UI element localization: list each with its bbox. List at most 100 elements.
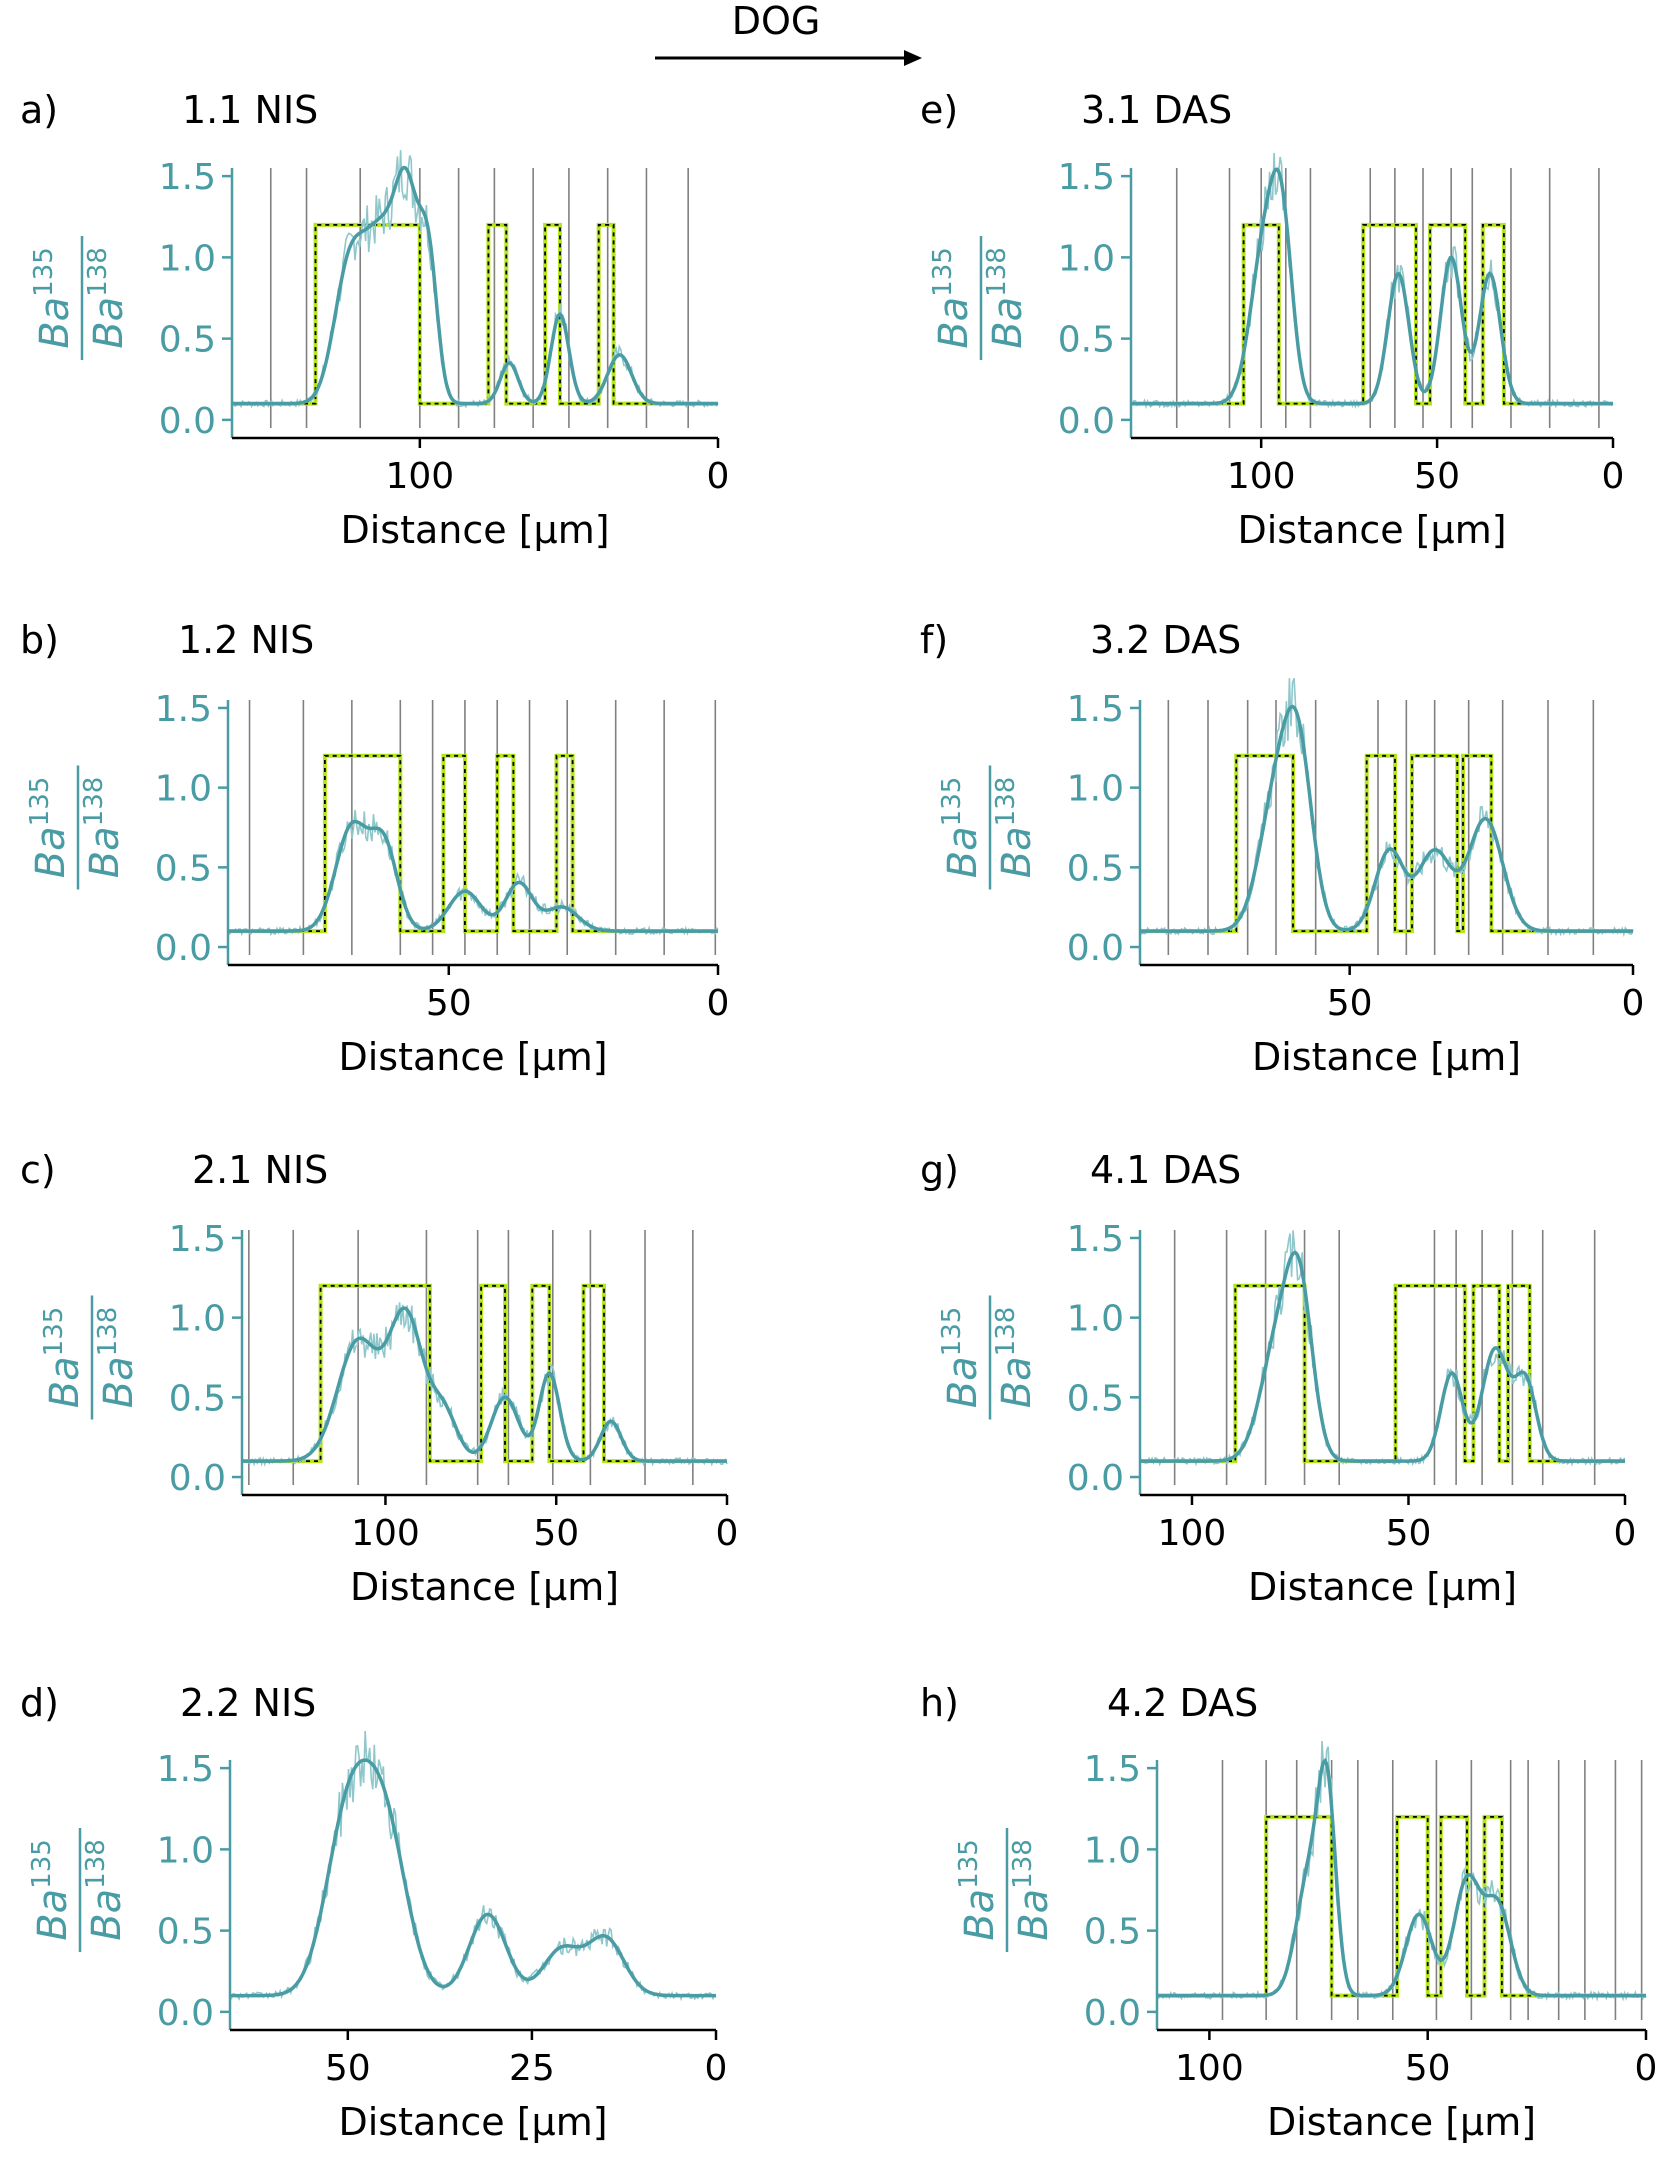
panel-label: b) (20, 618, 59, 662)
panel-d: d) 2.2 NIS 0.0 0.5 1.0 1.5 50 25 0 Distance [μm] B… (20, 1681, 727, 2144)
signal-smoothed-line (230, 1758, 716, 1998)
model-step-line (1157, 1814, 1646, 1998)
x-tick-label: 50 (533, 1513, 579, 1554)
x-tick-label: 0 (1635, 2048, 1658, 2089)
signal-smoothed-line (1131, 167, 1613, 406)
y-label-numerator: Ba135 (27, 1839, 76, 1941)
panel-title: 4.2 DAS (1107, 1681, 1258, 1725)
model-step-line (228, 753, 718, 934)
signal-smoothed-line (232, 165, 718, 406)
x-tick-label: 50 (1405, 2048, 1451, 2089)
panel-title: 2.2 NIS (180, 1681, 316, 1725)
panels: a) 1.1 NIS 0.0 0.5 1.0 1.5 100 0 Distance [μm] Ba… (20, 88, 1657, 2144)
panel-title: 3.1 DAS (1081, 88, 1232, 132)
y-label-numerator: Ba135 (29, 247, 78, 349)
y-tick-label: 1.0 (1067, 769, 1124, 810)
model-step-line (242, 1283, 727, 1464)
dog-arrow: DOG (655, 0, 922, 66)
x-axis-label: Distance [μm] (1267, 2100, 1536, 2144)
x-tick-label: 25 (509, 2048, 555, 2089)
panel-title: 3.2 DAS (1090, 618, 1241, 662)
y-label-numerator: Ba135 (954, 1839, 1003, 1941)
x-axis-label: Distance [μm] (1237, 508, 1506, 552)
dog-arrow-head (904, 50, 922, 66)
x-tick-label: 100 (1227, 456, 1296, 497)
x-tick-label: 0 (1602, 456, 1625, 497)
y-label-numerator: Ba135 (25, 777, 74, 879)
signal-smoothed-line (1157, 1757, 1646, 1998)
x-tick-label: 100 (1158, 1513, 1227, 1554)
model-step-dashes (228, 754, 718, 932)
y-tick-label: 1.5 (155, 689, 212, 730)
signal-smoothed-line (228, 819, 718, 933)
y-label-denominator: Ba138 (991, 777, 1040, 879)
signal-smoothed-line (242, 1306, 727, 1463)
x-tick-label: 50 (426, 983, 472, 1024)
x-axis-label: Distance [μm] (338, 2100, 607, 2144)
y-label-denominator: Ba138 (982, 247, 1031, 349)
x-tick-label: 50 (1386, 1513, 1432, 1554)
signal-raw-line (227, 809, 719, 937)
model-step-line (232, 222, 718, 406)
x-tick-label: 0 (705, 2048, 728, 2089)
panel-label: c) (20, 1148, 56, 1192)
y-label-numerator: Ba135 (937, 777, 986, 879)
panel-f: f) 3.2 DAS 0.0 0.5 1.0 1.5 50 0 Distance [μm] Ba1… (920, 618, 1644, 1079)
y-tick-label: 0.5 (1067, 1378, 1124, 1419)
y-tick-label: 1.0 (155, 769, 212, 810)
y-tick-label: 0.0 (155, 928, 212, 969)
dog-arrow-label: DOG (732, 0, 821, 43)
y-tick-label: 1.0 (1067, 1299, 1124, 1340)
x-tick-label: 50 (325, 2048, 371, 2089)
model-step-dashes (1131, 224, 1613, 405)
x-tick-label: 100 (1175, 2048, 1244, 2089)
model-step-dashes (242, 1284, 727, 1462)
y-tick-label: 1.0 (157, 1830, 214, 1871)
panel-label: d) (20, 1681, 59, 1725)
panel-g: g) 4.1 DAS 0.0 0.5 1.0 1.5 100 50 0 Distance [μm]… (920, 1148, 1636, 1609)
y-tick-label: 1.5 (157, 1749, 214, 1790)
y-tick-label: 1.0 (1058, 238, 1115, 279)
x-tick-label: 0 (1614, 1513, 1637, 1554)
y-label-denominator: Ba138 (1008, 1839, 1057, 1941)
panel-label: f) (920, 618, 948, 662)
y-label-denominator: Ba138 (83, 247, 132, 349)
x-tick-label: 0 (1622, 983, 1645, 1024)
y-tick-label: 1.5 (159, 157, 216, 198)
panel-title: 1.2 NIS (178, 618, 314, 662)
y-tick-label: 0.0 (1084, 1993, 1141, 2034)
signal-raw-line (1130, 152, 1614, 410)
panel-label: g) (920, 1148, 959, 1192)
x-tick-label: 50 (1327, 983, 1373, 1024)
y-label-denominator: Ba138 (81, 1839, 130, 1941)
y-label-numerator: Ba135 (928, 247, 977, 349)
y-tick-label: 0.5 (1058, 320, 1115, 361)
panel-label: h) (920, 1681, 959, 1725)
y-label-numerator: Ba135 (937, 1307, 986, 1409)
signal-smoothed-line (1140, 704, 1633, 933)
model-step-dashes (1140, 754, 1633, 932)
y-tick-label: 0.0 (157, 1993, 214, 2034)
x-axis-label: Distance [μm] (340, 508, 609, 552)
y-tick-label: 0.5 (1067, 848, 1124, 889)
y-label-denominator: Ba138 (93, 1307, 142, 1409)
y-tick-label: 1.5 (1067, 689, 1124, 730)
y-tick-label: 0.5 (159, 320, 216, 361)
panel-title: 1.1 NIS (182, 88, 318, 132)
panel-e: e) 3.1 DAS 0.0 0.5 1.0 1.5 100 50 0 Distance [μm]… (920, 88, 1624, 552)
model-step-dashes (1140, 1284, 1625, 1462)
y-tick-label: 1.0 (169, 1299, 226, 1340)
y-tick-label: 0.5 (169, 1378, 226, 1419)
panel-label: a) (20, 88, 58, 132)
y-label-denominator: Ba138 (79, 777, 128, 879)
model-step-dashes (1157, 1816, 1646, 1997)
y-tick-label: 0.0 (169, 1458, 226, 1499)
x-tick-label: 100 (385, 456, 454, 497)
panel-title: 4.1 DAS (1090, 1148, 1241, 1192)
